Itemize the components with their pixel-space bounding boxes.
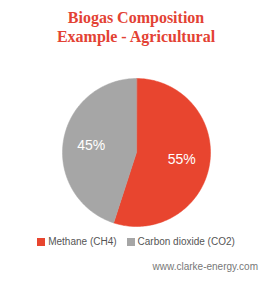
html-text:Biogas Composition Example - A: Biogas Composition Example - Agricultura… [56, 9, 216, 45]
html-text:Methane (CH4): Methane (CH4) [48, 236, 117, 247]
svg-text:55%: 55% [168, 151, 196, 167]
html-text:Carbon dioxide (CO2): Carbon dioxide (CO2) [137, 236, 235, 247]
html-text:www.clarke-energy.com: www.clarke-energy.com [152, 261, 258, 272]
svg-text:45%: 45% [77, 137, 105, 153]
